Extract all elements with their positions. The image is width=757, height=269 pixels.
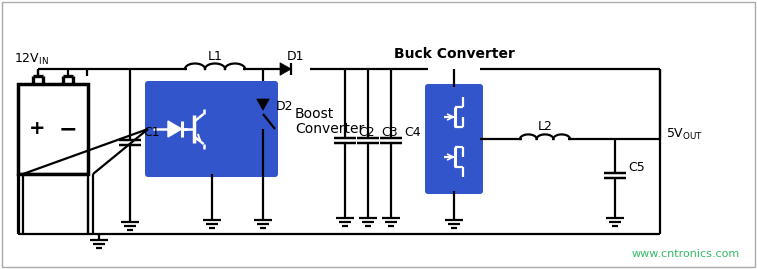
Text: Converter: Converter bbox=[295, 122, 364, 136]
Text: −: − bbox=[59, 119, 78, 139]
Text: C2: C2 bbox=[358, 126, 375, 139]
Text: D1: D1 bbox=[286, 49, 304, 62]
Text: www.cntronics.com: www.cntronics.com bbox=[632, 249, 740, 259]
Text: C5: C5 bbox=[628, 161, 645, 174]
Text: D2: D2 bbox=[276, 100, 294, 113]
Polygon shape bbox=[168, 121, 182, 137]
Text: 5V$_{\rm OUT}$: 5V$_{\rm OUT}$ bbox=[666, 126, 703, 141]
Text: +: + bbox=[30, 119, 46, 139]
Text: L1: L1 bbox=[207, 49, 223, 62]
FancyBboxPatch shape bbox=[145, 81, 278, 177]
Polygon shape bbox=[280, 63, 291, 75]
Bar bbox=[18, 84, 88, 174]
Text: C1: C1 bbox=[143, 126, 160, 139]
Text: L2: L2 bbox=[537, 119, 553, 133]
Text: Buck Converter: Buck Converter bbox=[394, 47, 515, 61]
Text: C4: C4 bbox=[404, 126, 421, 139]
Text: C3: C3 bbox=[381, 126, 397, 139]
Polygon shape bbox=[257, 99, 269, 110]
FancyBboxPatch shape bbox=[425, 84, 483, 194]
Text: Boost: Boost bbox=[295, 107, 335, 121]
Text: 12V$_{\rm IN}$: 12V$_{\rm IN}$ bbox=[14, 51, 49, 66]
